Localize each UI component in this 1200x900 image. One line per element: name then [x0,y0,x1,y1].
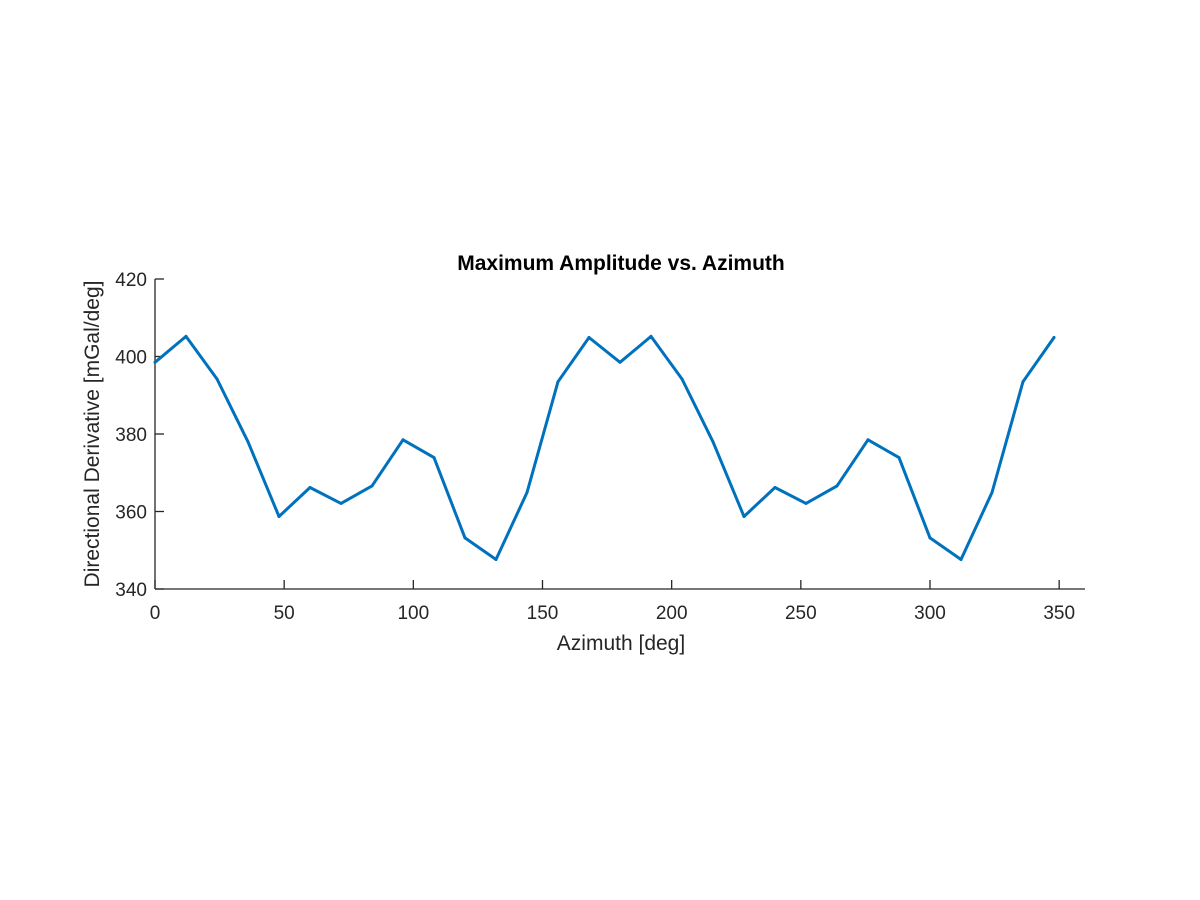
x-tick-label: 0 [150,603,161,624]
x-tick-label: 200 [656,603,688,624]
y-tick-label: 420 [115,270,147,291]
data-point [370,484,374,488]
data-point [990,491,994,494]
data-point [680,377,684,381]
data-point [587,336,591,339]
data-point [773,486,777,489]
data-point [339,501,343,505]
y-tick-label: 360 [115,503,147,524]
data-point [804,501,808,505]
data-point [525,491,529,494]
data-point [494,558,498,561]
data-point [401,438,405,442]
x-tick-label: 300 [914,603,946,624]
data-point [866,438,870,442]
x-tick-label: 100 [397,603,429,624]
data-point [897,456,901,460]
data-point [618,360,622,364]
data-point [1021,380,1025,384]
axes: 0 50 100 150 200 250 300 350 340 360 380 400 420 [115,270,1085,624]
data-point [153,360,157,364]
y-ticks: 340 360 380 400 420 [115,270,164,601]
data-point [432,456,436,460]
data-point [1052,336,1056,339]
data-point [711,440,715,444]
data-point [649,334,653,338]
x-tick-label: 50 [274,603,295,624]
x-axis-label: Azimuth [deg] [557,632,685,655]
data-point [308,486,312,489]
data-point [835,484,839,488]
y-tick-label: 380 [115,425,147,446]
series-line [153,334,1056,561]
data-point [215,377,219,381]
y-tick-label: 400 [115,348,147,369]
x-tick-label: 150 [527,603,559,624]
data-point [928,536,932,540]
data-point [277,515,281,518]
data-point [184,334,188,338]
data-point [742,515,746,518]
data-point [463,536,467,540]
x-tick-label: 350 [1043,603,1075,624]
data-point [556,380,560,384]
data-point [246,440,250,444]
y-axis-label: Directional Derivative [mGal/deg] [81,281,104,588]
data-point [959,558,963,561]
chart-title: Maximum Amplitude vs. Azimuth [457,252,784,275]
x-ticks: 0 50 100 150 200 250 300 350 [150,580,1075,624]
x-tick-label: 250 [785,603,817,624]
y-tick-label: 340 [115,580,147,601]
series-group [153,334,1056,561]
